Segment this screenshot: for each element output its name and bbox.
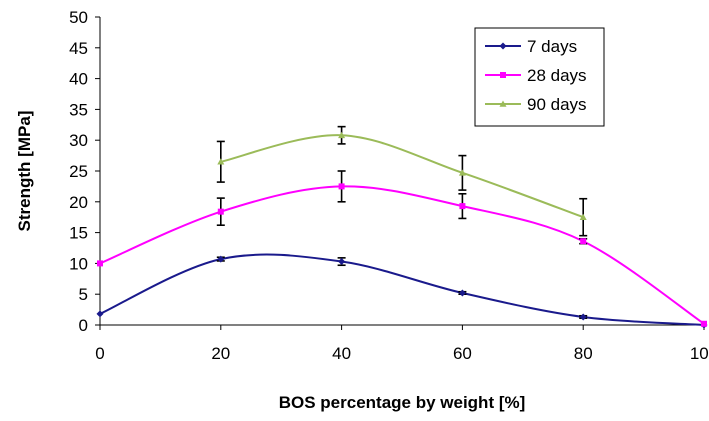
y-tick-label: 30 (69, 131, 88, 150)
legend-swatch-marker (499, 100, 507, 107)
y-tick-label: 50 (69, 8, 88, 27)
data-point (459, 203, 466, 210)
y-tick-label: 15 (69, 224, 88, 243)
series-7-days (96, 253, 708, 329)
x-tick-label: 40 (332, 344, 351, 363)
y-tick-label: 25 (69, 162, 88, 181)
y-tick-label: 5 (79, 285, 88, 304)
legend-label: 28 days (527, 66, 587, 85)
data-point (338, 183, 345, 190)
x-tick-label: 60 (453, 344, 472, 363)
legend-label: 7 days (527, 37, 577, 56)
series-90-days (216, 125, 588, 237)
axes: 0 5 10 15 20 25 30 35 40 45 50 0 20 40 60 80 100 (69, 8, 709, 363)
legend: 7 days 28 days 90 days (474, 27, 605, 127)
data-point (96, 310, 104, 318)
legend-label: 90 days (527, 95, 587, 114)
data-point (217, 208, 224, 215)
x-tick-label: 100 (690, 344, 709, 363)
data-point (701, 320, 707, 327)
data-point (458, 289, 466, 297)
series-layer (96, 125, 708, 329)
data-point (579, 213, 587, 220)
series-line (99, 253, 705, 326)
data-point (97, 260, 103, 267)
x-axis-title: BOS percentage by weight [%] (279, 393, 526, 412)
x-tick-label: 0 (95, 344, 104, 363)
x-tick-label: 20 (211, 344, 230, 363)
y-tick-label: 40 (69, 70, 88, 89)
series-line (99, 185, 705, 325)
data-point (580, 238, 587, 245)
data-point (458, 169, 466, 176)
legend-swatch-marker (500, 72, 506, 78)
data-point (579, 313, 587, 321)
y-tick-label: 20 (69, 193, 88, 212)
y-tick-label: 45 (69, 39, 88, 58)
legend-box (474, 27, 605, 127)
legend-swatch-marker (499, 42, 507, 50)
series-line (220, 134, 584, 219)
data-point (217, 255, 225, 263)
y-tick-label: 10 (69, 254, 88, 273)
data-point (338, 258, 346, 266)
y-tick-label: 0 (79, 316, 88, 335)
data-point (217, 158, 225, 165)
y-axis-title: Strength [MPa] (15, 111, 34, 232)
series-28-days (97, 170, 707, 327)
data-point (338, 131, 346, 139)
y-tick-label: 35 (69, 100, 88, 119)
x-tick-label: 80 (574, 344, 593, 363)
